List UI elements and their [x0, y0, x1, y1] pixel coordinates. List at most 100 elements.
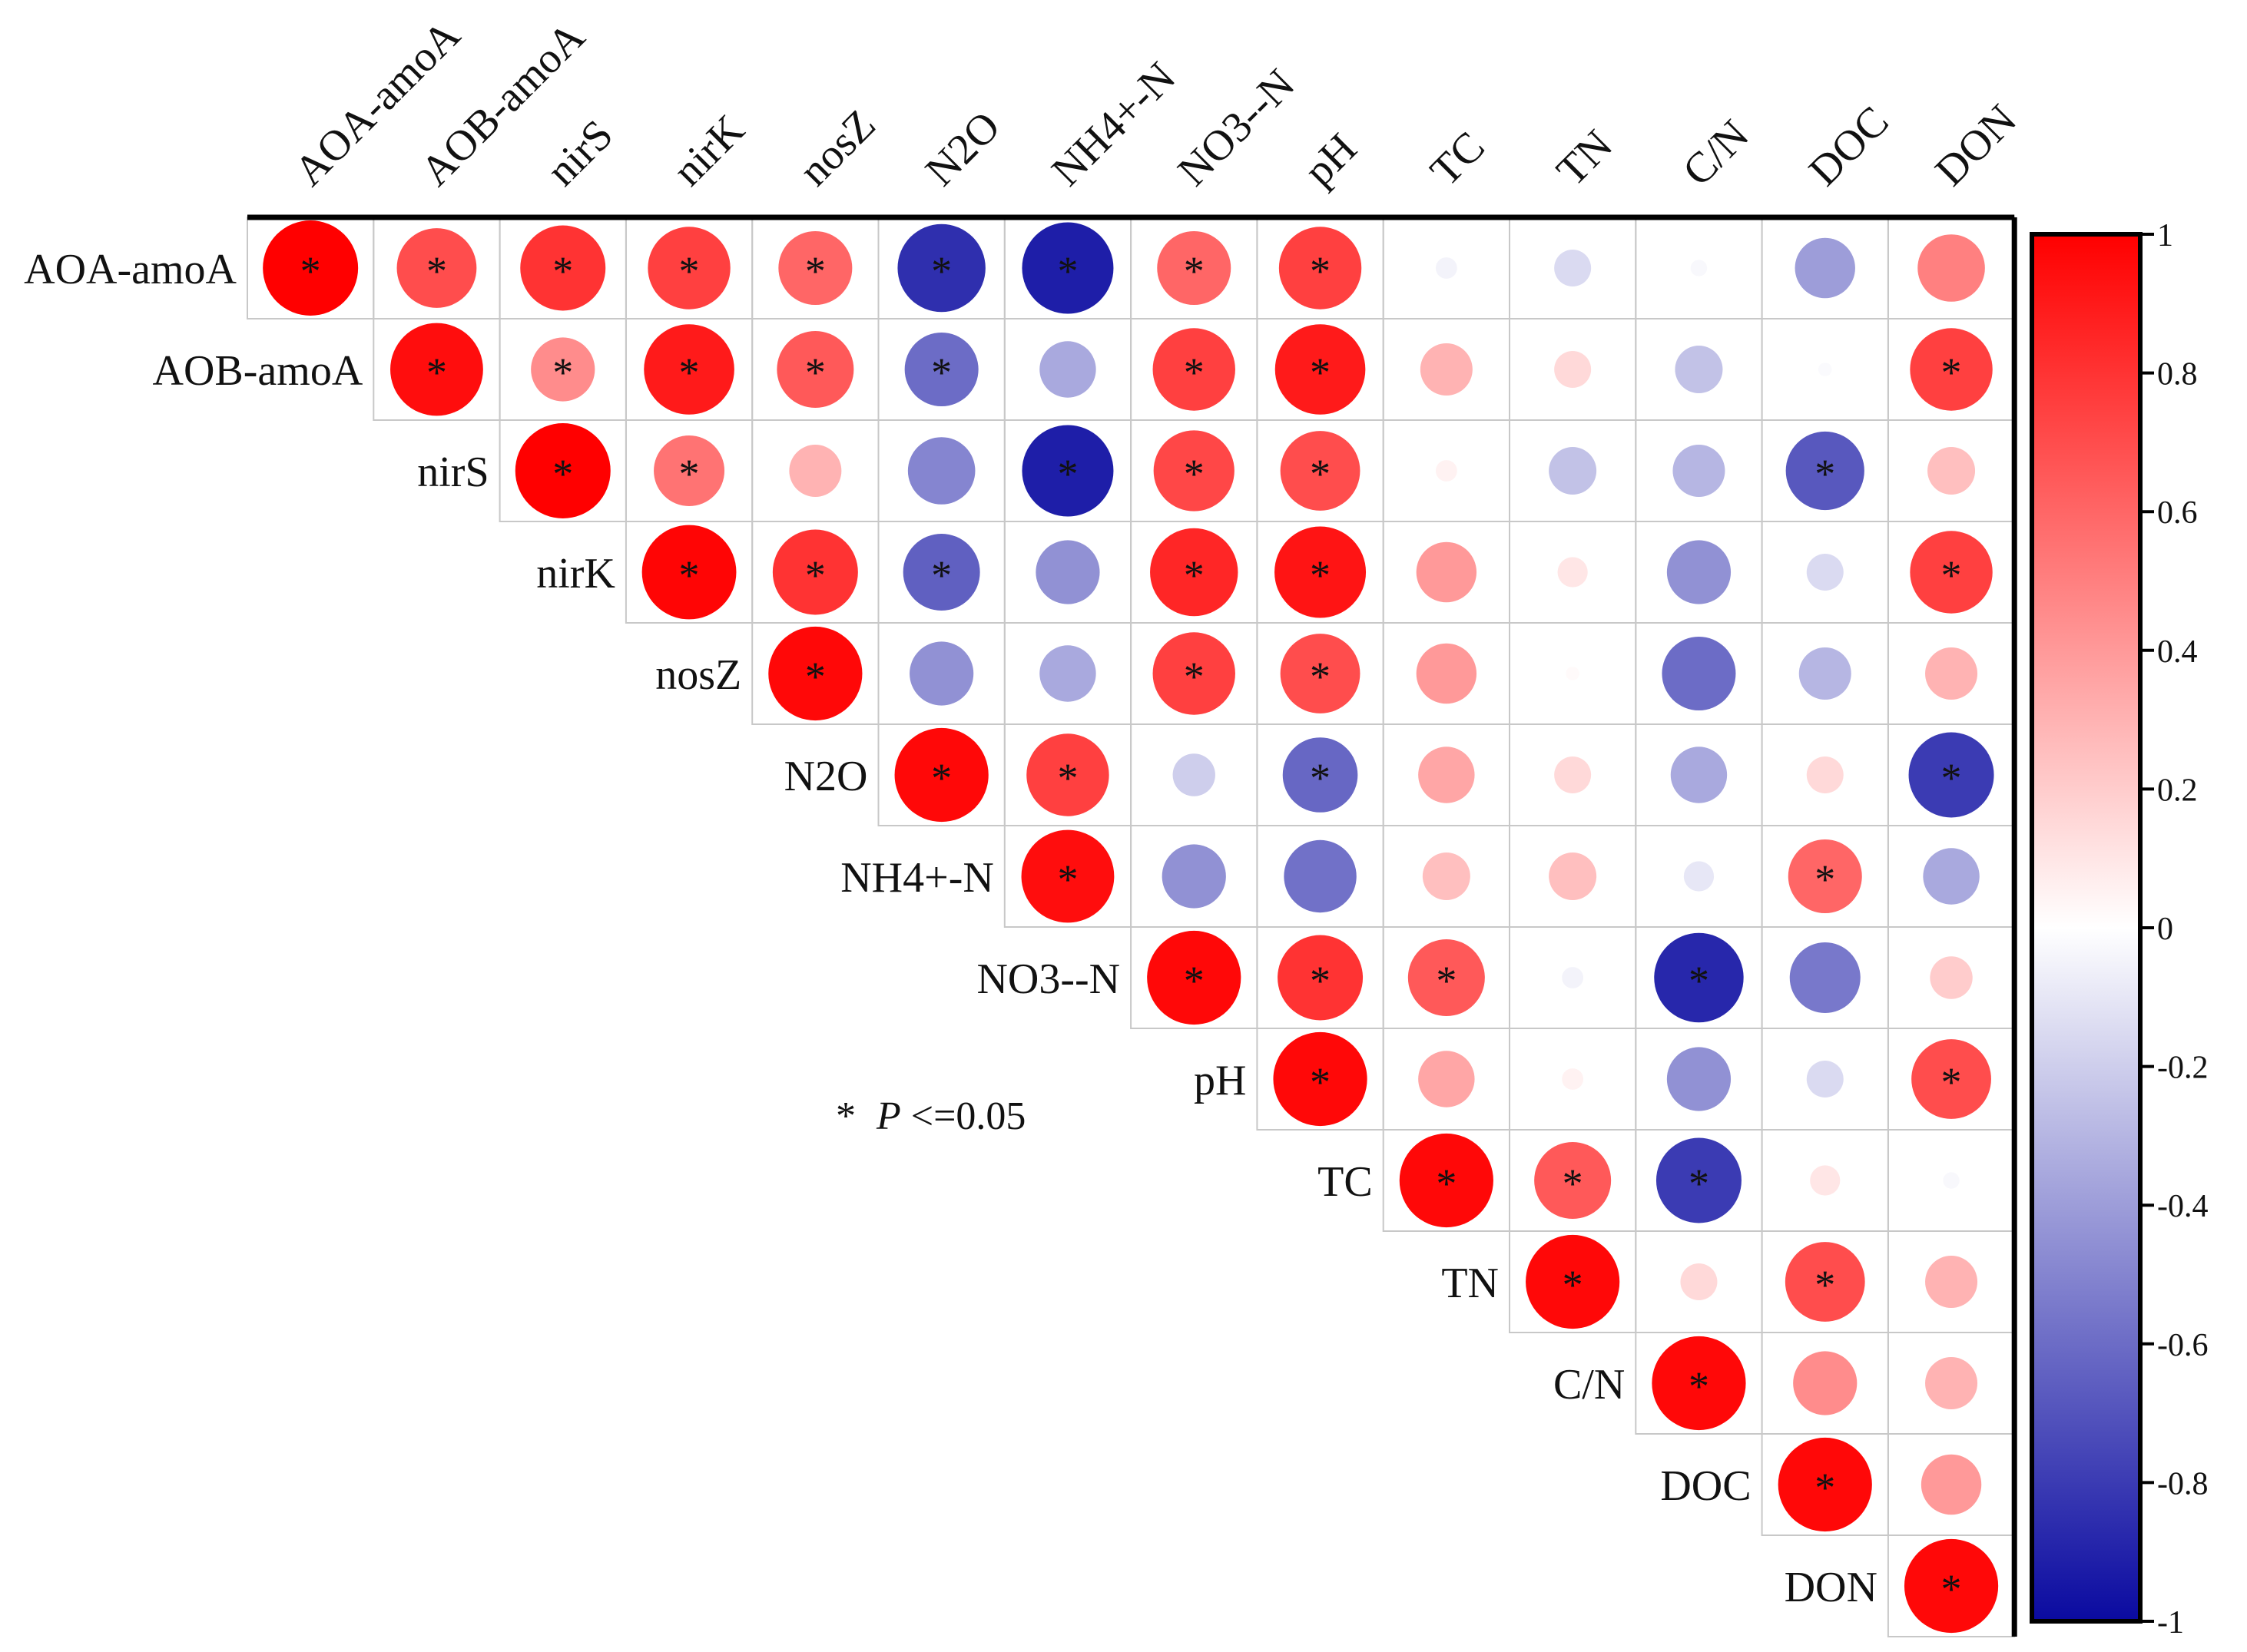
corr-circle-nosz-nosz	[768, 626, 863, 721]
corr-circle-don-don	[1904, 1538, 1999, 1634]
corr-circle-n2o-nh4plus-n	[1026, 733, 1109, 816]
corr-circle-aob-amoa-nirs	[531, 337, 595, 402]
sig-star-nirk-nosz: *	[805, 552, 826, 598]
sig-star-tn-doc: *	[1815, 1262, 1835, 1308]
corr-circle-nirk-nirk	[641, 525, 737, 620]
corr-circle-nirs-no3-n	[1153, 430, 1235, 511]
corr-circle-aoa-amoa-nirs	[520, 225, 606, 311]
colorbar-tick-label: -0.4	[2157, 1189, 2209, 1224]
corr-circle-ph-ph	[1273, 1031, 1367, 1127]
colorbar-tick-label: 0	[2157, 912, 2173, 947]
corr-circle-nirs-nosz	[789, 445, 842, 497]
corr-circle-nosz-don	[1925, 647, 1978, 700]
col-label-n2o: N2O	[916, 102, 1009, 195]
colorbar-tick-label: 0.8	[2157, 357, 2198, 392]
significance-note-p: P	[876, 1094, 901, 1138]
sig-star-aob-amoa-no3-n: *	[1184, 349, 1205, 396]
col-label-tc: TC	[1421, 123, 1493, 195]
sig-star-tc-tn: *	[1563, 1160, 1583, 1207]
colorbar: 1 0.8 0.6 0.4 0.2 0 -0.2 -0.4 -0.6 -0.8 -1	[2030, 218, 2209, 1640]
grid-layer	[247, 217, 2016, 1637]
sig-star-aoa-amoa-aoa-amoa: *	[300, 248, 321, 294]
col-label-tn: TN	[1548, 121, 1622, 196]
corr-circle-aoa-amoa-nh4plus-n	[1022, 222, 1114, 314]
corr-circle-aoa-amoa-tc	[1435, 257, 1457, 279]
row-label-doc: DOC	[1660, 1462, 1751, 1510]
sig-star-aob-amoa-n2o: *	[931, 349, 952, 396]
corr-circle-nosz-tn	[1566, 667, 1579, 680]
row-label-tn: TN	[1441, 1260, 1499, 1307]
sig-star-n2o-n2o: *	[931, 755, 952, 801]
sig-star-n2o-don: *	[1941, 755, 1962, 801]
corr-circle-ph-tc	[1418, 1051, 1475, 1107]
colorbar-tick-label: -0.2	[2157, 1051, 2209, 1086]
corr-circle-nosz-no3-n	[1152, 632, 1235, 715]
corr-circle-ph-don	[1911, 1039, 1991, 1119]
corr-circle-nirk-don	[1910, 531, 1993, 614]
corr-circle-aoa-amoa-doc	[1795, 237, 1855, 299]
corr-circle-aoa-amoa-ph	[1278, 227, 1362, 310]
sig-star-doc-doc: *	[1815, 1465, 1835, 1511]
row-label-nosz: nosZ	[655, 651, 741, 699]
sig-star-nirk-no3-n: *	[1184, 552, 1205, 598]
corr-circle-c-n-c-n	[1652, 1336, 1746, 1431]
sig-star-aoa-amoa-ph: *	[1310, 248, 1331, 294]
corr-circle-c-n-doc	[1793, 1351, 1858, 1415]
sig-star-ph-don: *	[1941, 1059, 1962, 1105]
corr-circle-aoa-amoa-aob-amoa	[396, 228, 477, 308]
sig-star-c-n-c-n: *	[1689, 1363, 1709, 1409]
sig-star-aoa-amoa-nirs: *	[552, 248, 573, 294]
corr-circle-nh4plus-n-c-n	[1683, 861, 1715, 892]
significance-note: * P <=0.05	[836, 1094, 1026, 1138]
corr-circle-tc-tc	[1399, 1133, 1493, 1228]
sig-star-don-don: *	[1941, 1566, 1962, 1612]
sig-star-no3-n-no3-n: *	[1184, 958, 1205, 1004]
corr-circle-nosz-ph	[1280, 634, 1360, 713]
sig-star-nosz-nosz: *	[805, 654, 826, 700]
sig-star-aoa-amoa-n2o: *	[931, 248, 952, 294]
sig-star-nh4plus-n-nh4plus-n: *	[1057, 856, 1078, 902]
row-label-nirk: nirK	[536, 550, 615, 598]
row-label-nh4plus-n: NH4+-N	[840, 854, 994, 902]
row-label-ph: pH	[1194, 1057, 1246, 1104]
corr-circle-nosz-c-n	[1662, 637, 1736, 710]
col-label-nirk: nirK	[664, 106, 753, 195]
corr-circle-nirs-tc	[1435, 460, 1457, 482]
corr-circle-tn-c-n	[1680, 1263, 1718, 1300]
row-label-c-n: C/N	[1553, 1361, 1625, 1409]
row-label-n2o: N2O	[784, 753, 868, 800]
corr-circle-nirk-nosz	[772, 529, 858, 615]
sig-star-aob-amoa-ph: *	[1310, 349, 1331, 396]
corr-circle-nirk-no3-n	[1150, 528, 1238, 617]
sig-star-aob-amoa-aob-amoa: *	[426, 349, 447, 396]
corr-circle-no3-n-doc	[1789, 942, 1861, 1013]
sig-star-nirs-ph: *	[1310, 451, 1331, 497]
row-label-nirs: nirS	[417, 449, 489, 496]
sig-star-ph-ph: *	[1310, 1059, 1331, 1105]
sig-star-aob-amoa-nirs: *	[552, 349, 573, 396]
corr-circle-nirs-doc	[1785, 431, 1864, 511]
corr-circle-aob-amoa-tc	[1420, 343, 1473, 396]
sig-star-aob-amoa-nosz: *	[805, 349, 826, 396]
corr-circle-doc-don	[1921, 1454, 1982, 1515]
corr-circle-nosz-tc	[1416, 643, 1477, 704]
sig-star-tc-tc: *	[1436, 1160, 1457, 1207]
corr-circle-tn-doc	[1785, 1242, 1865, 1322]
frame-layer	[247, 214, 2017, 1637]
colorbar-tick-label: -0.8	[2157, 1466, 2209, 1501]
sig-star-aoa-amoa-nh4plus-n: *	[1057, 248, 1078, 294]
corr-circle-aob-amoa-no3-n	[1152, 328, 1235, 411]
col-label-c-n: C/N	[1674, 111, 1758, 195]
sig-star-n2o-nh4plus-n: *	[1057, 755, 1078, 801]
corr-circle-nh4plus-n-doc	[1788, 839, 1862, 913]
corr-circle-nirk-tn	[1557, 557, 1588, 588]
corr-circle-no3-n-ph	[1278, 935, 1364, 1021]
col-label-ph: pH	[1295, 124, 1366, 195]
corr-circle-aoa-amoa-aoa-amoa	[263, 220, 359, 316]
corr-circle-tn-don	[1925, 1256, 1978, 1308]
corr-circle-tc-c-n	[1655, 1137, 1742, 1223]
corr-circle-nh4plus-n-don	[1923, 848, 1980, 905]
corr-circle-aoa-amoa-c-n	[1690, 260, 1708, 276]
cells-layer: * * * * * * * * * * * * * * * * * * * * * * * * * * * * * * * * * * * * * * * *…	[263, 220, 1999, 1634]
